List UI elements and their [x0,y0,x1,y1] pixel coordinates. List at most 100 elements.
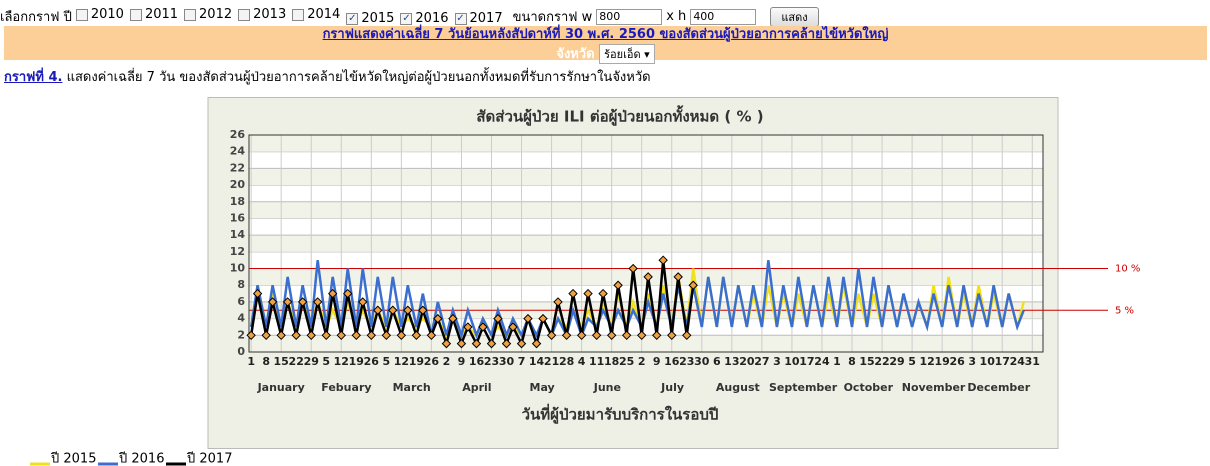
x-tick-label: 21 [544,355,559,368]
data-point [351,330,362,341]
data-point [276,330,286,341]
data-point [343,288,353,299]
x-tick-label: 18 [604,355,619,368]
data-point [553,297,563,307]
year-option: 2010 [75,7,124,22]
year-option: ✓ 2017 [454,11,503,26]
checkbox[interactable] [184,8,197,21]
x-tick-label: 7 [518,355,526,368]
width-input[interactable]: 800 [596,8,663,25]
data-point [546,330,557,341]
x-tick-label: 1 [247,355,255,368]
x-tick-label: 8 [262,355,270,368]
data-point [411,330,422,341]
data-point [531,338,542,349]
checkbox[interactable] [75,8,88,21]
x-tick-label: 12 [394,355,409,368]
month-label: March [393,381,431,394]
year-option: 2014 [292,7,340,22]
x-tick-label: 26 [424,355,440,368]
year-option: ✓ 2016 [400,11,449,26]
x-tick-label: 17 [799,355,814,368]
height-label: x h [666,9,687,24]
legend-label: ปี 2016 [118,451,164,466]
data-point [637,330,647,341]
checkbox[interactable] [292,8,305,21]
month-label: April [462,381,491,394]
x-tick-label: 24 [1010,355,1026,368]
x-tick-label: 25 [619,355,634,368]
year-option: 2011 [129,7,179,22]
month-label: October [844,381,894,394]
data-point [658,255,668,265]
grid-band [249,201,1043,219]
data-point [252,288,263,299]
x-tick-label: 28 [559,355,574,368]
data-point [682,330,692,341]
data-point [426,330,437,341]
x-tick-label: 22 [289,355,304,368]
data-point [643,272,653,282]
checkbox[interactable]: ✓ [346,12,359,25]
data-point [396,330,407,341]
month-label: November [902,381,966,394]
x-tick-label: 6 [713,355,721,368]
data-point [568,288,578,299]
caption-link[interactable]: กราฟที่ 4. [4,70,63,85]
y-tick-label: 16 [230,211,246,224]
data-point [282,297,293,307]
data-point [673,272,683,282]
x-tick-label: 26 [950,355,966,368]
x-tick-label: 19 [934,355,949,368]
x-tick-label: 10 [980,355,996,368]
month-label: August [716,381,760,394]
series-line [249,260,695,349]
year-text: 2012 [199,7,233,22]
show-button[interactable]: แสดง [770,6,819,27]
month-label: June [593,381,621,394]
plot-border [248,134,1044,353]
x-tick-label: 15 [274,355,289,368]
size-label: ขนาดกราฟ w [512,10,593,25]
year-text: 2011 [144,7,179,22]
grid-band [249,235,1043,252]
province-select[interactable]: ร้อยเอ็ด ▾ [599,44,655,64]
month-label: December [967,381,1030,394]
y-tick-label: 24 [230,145,246,158]
reference-label: 10 % [1115,264,1140,275]
data-point [433,313,443,324]
grid-band [249,135,1043,152]
year-label: เลือกกราฟ ปี [0,10,72,25]
x-tick-label: 30 [499,355,515,368]
year-text: 2014 [307,7,341,22]
x-tick-label: 14 [529,355,545,368]
data-point [297,297,308,307]
data-point [508,322,518,332]
height-input[interactable]: 400 [690,8,757,25]
x-tick-label: 19 [409,355,424,368]
x-tick-label: 2 [638,355,646,368]
data-point [291,330,301,341]
checkbox[interactable] [238,8,251,21]
reference-label: 5 % [1115,305,1134,316]
data-point [613,280,623,290]
data-point [576,330,587,341]
checkbox[interactable]: ✓ [454,12,467,25]
x-axis-title: วันที่ผู้ป่วยมารับบริการในรอบปี [522,404,719,425]
data-point [418,305,428,315]
checkbox[interactable] [129,8,142,21]
x-tick-label: 5 [383,355,391,368]
data-point [471,338,482,349]
x-tick-label: 26 [364,355,380,368]
header-title[interactable]: กราฟแสดงค่าเฉลี่ย 7 วันย้อนหลังสัปดาห์ที… [322,27,889,42]
year-text: 2010 [90,7,124,22]
y-tick-label: 18 [230,195,245,208]
data-point [583,288,593,299]
grid-band [249,168,1043,186]
legend-label: ปี 2017 [186,451,232,466]
data-point [403,305,413,315]
legend-label: ปี 2015 [50,451,96,466]
checkbox[interactable]: ✓ [400,12,413,25]
year-text: 2013 [253,7,287,22]
data-point [448,313,458,324]
